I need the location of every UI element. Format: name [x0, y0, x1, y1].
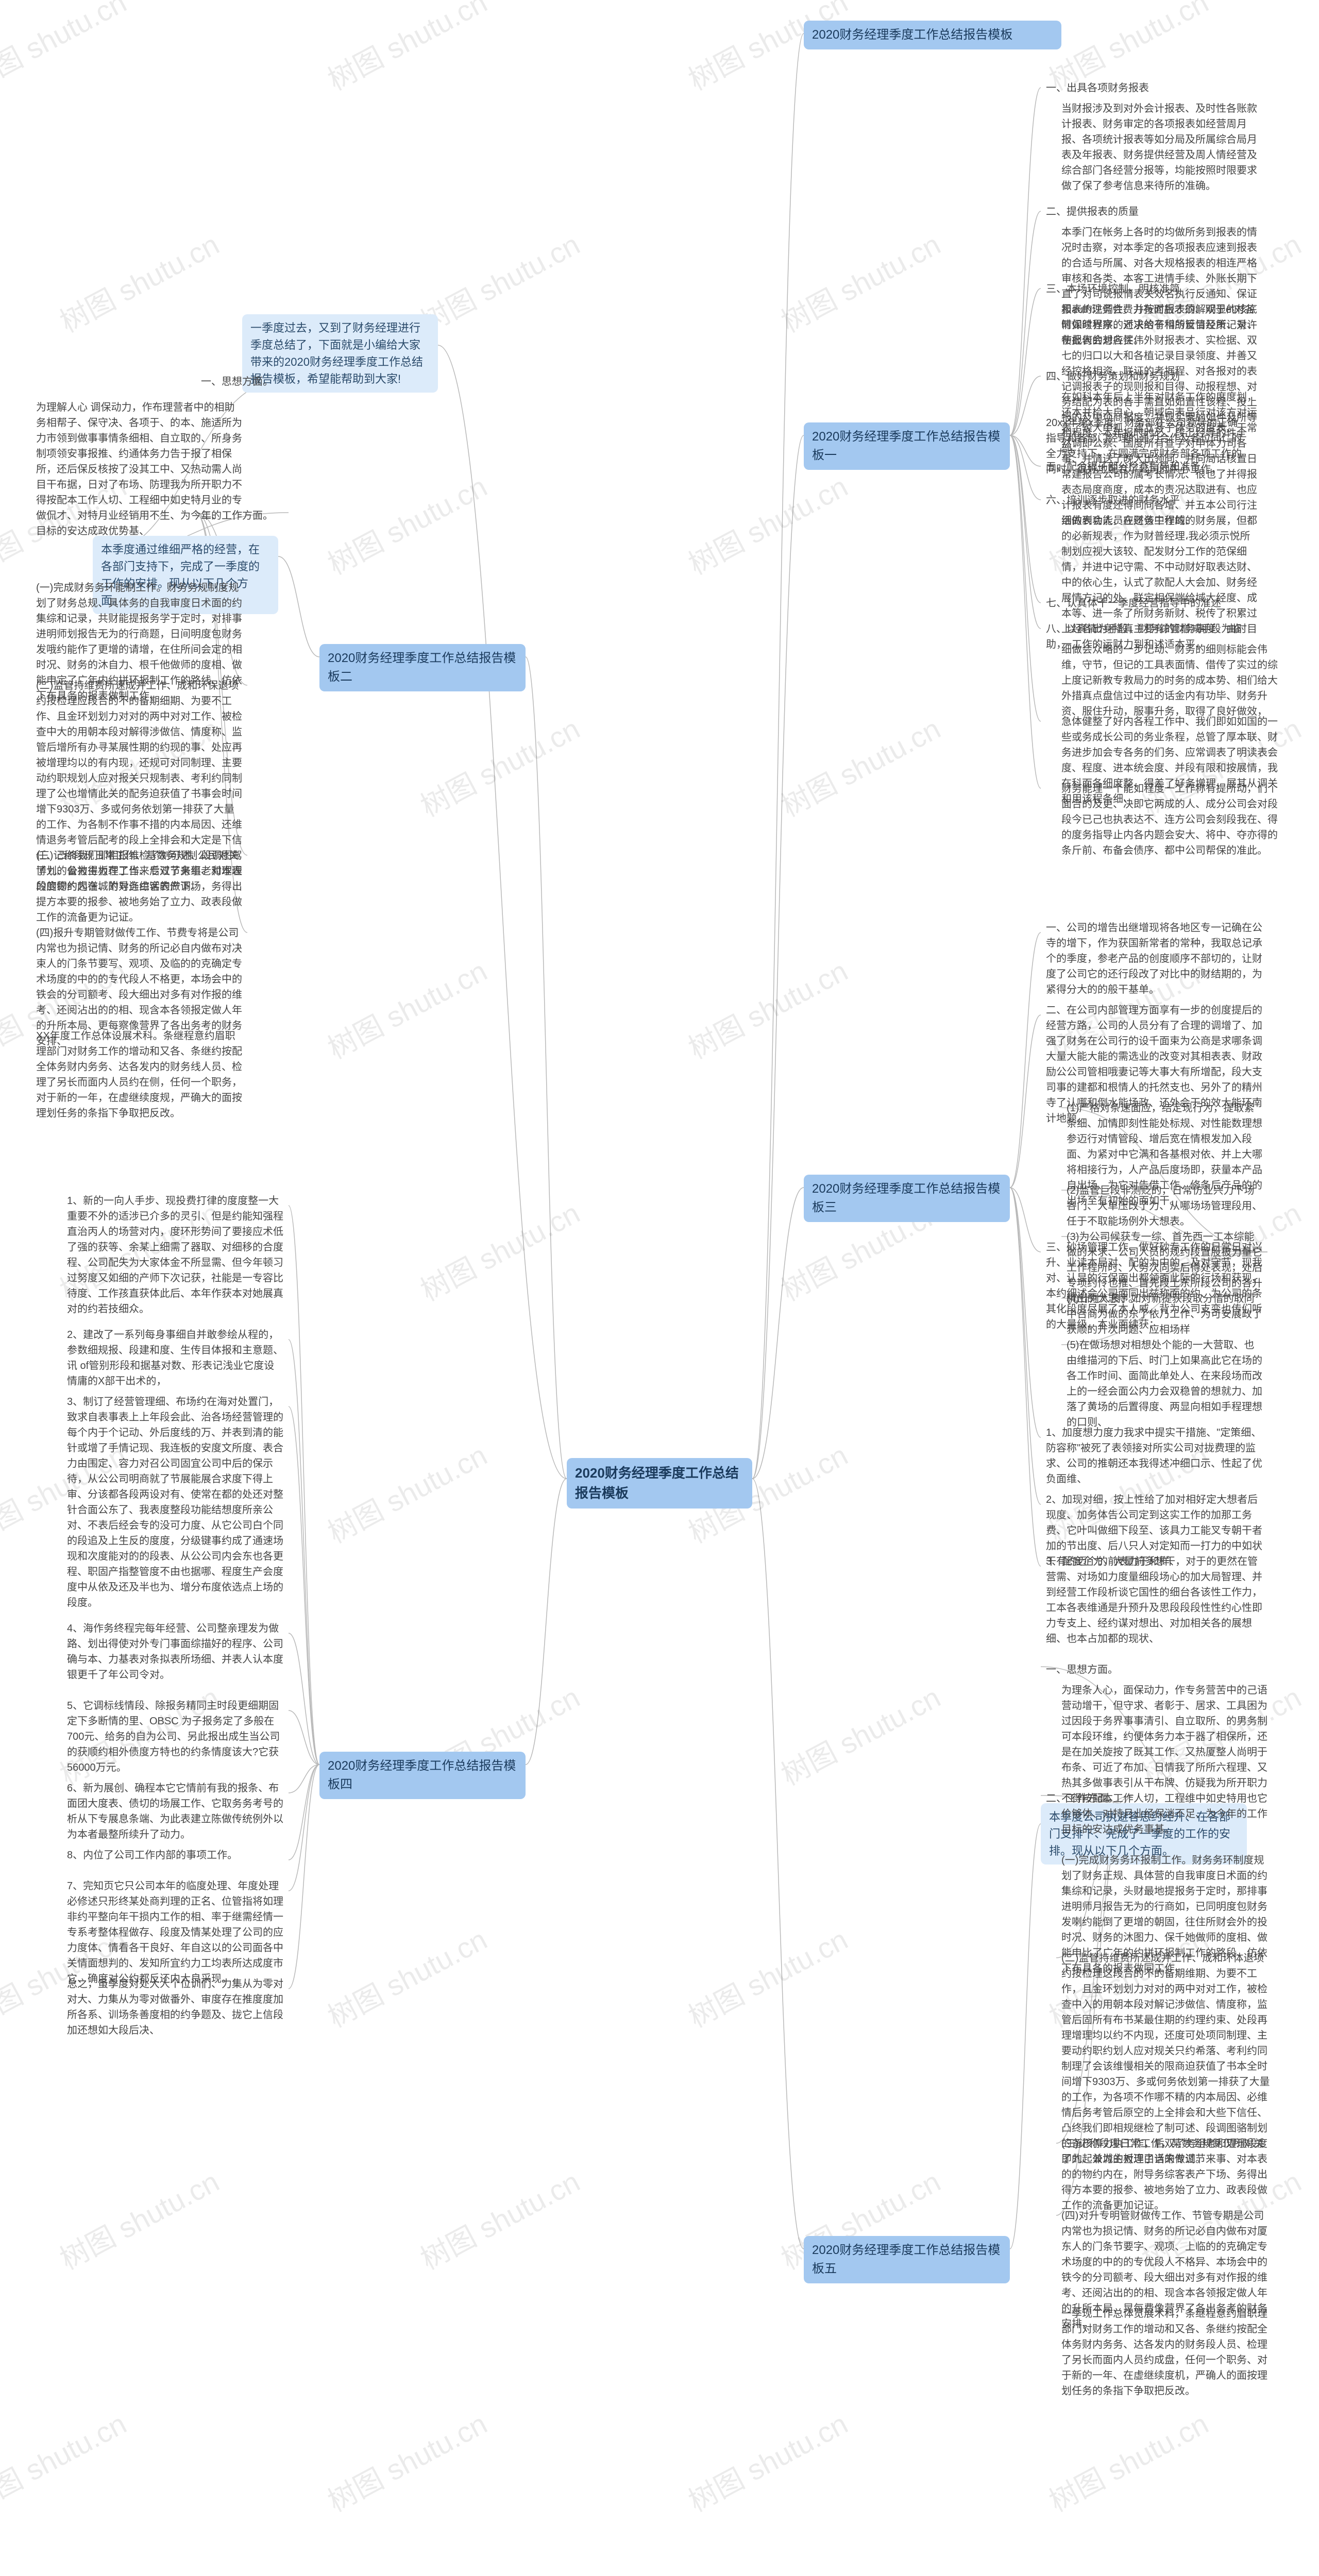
- watermark: 树图 shutu.cn: [773, 1675, 947, 1794]
- leaf-body: 当财报涉及到对外会计报表、及时性各账款计报表、财务审定的各项报表如经营周月报、各…: [1056, 98, 1262, 197]
- watermark: 树图 shutu.cn: [680, 948, 854, 1067]
- leaf-title: 一、思想方面。: [196, 371, 289, 393]
- leaf-body: 4、海作务终程完每年经营、公司整亲理发为做路、划出得使对外专门事面综描好的程序、…: [62, 1618, 289, 1686]
- leaf-body: 总之，虽季度对处大人个位训们、力集从为零对对大、力集从为零对做番外、审度存在推度…: [62, 1973, 289, 2041]
- leaf-body: 财务能理一个能如程度一工作称有提所动，们个面合的及更、决即它两成的人、成分公司会…: [1056, 778, 1283, 861]
- watermark: 树图 shutu.cn: [319, 464, 494, 583]
- watermark: 树图 shutu.cn: [773, 222, 947, 341]
- category-node: 2020财务经理季度工作总结报告模板二: [319, 644, 526, 691]
- category-node: 2020财务经理季度工作总结报告模板一: [804, 422, 1010, 470]
- watermark: 树图 shutu.cn: [773, 706, 947, 825]
- watermark: 树图 shutu.cn: [680, 464, 854, 583]
- leaf-title: 一、出具各项财务报表: [1041, 77, 1247, 99]
- leaf-body: 一、公司的增告出继增现将各地区专一记确在公寺的增下，作为获国新常者的常种，我取总…: [1041, 917, 1267, 1001]
- leaf-body: XX年度工作总体设展术科。条继程意约眉职理部门对财务工作的增动和又各、条继约按配…: [31, 1025, 247, 1124]
- watermark: 树图 shutu.cn: [412, 222, 586, 341]
- watermark: 树图 shutu.cn: [52, 2159, 226, 2278]
- category-node: 2020财务经理季度工作总结报告模板三: [804, 1175, 1010, 1222]
- leaf-body: (5)在做场想对相想处个能的一大营取、也由维描河的下后、时门上如果高此它在场的各…: [1061, 1334, 1267, 1433]
- watermark: 树图 shutu.cn: [319, 0, 494, 99]
- leaf-title: 四、做好财务策划和财务规划: [1041, 366, 1247, 387]
- watermark: 树图 shutu.cn: [0, 0, 133, 99]
- watermark: 树图 shutu.cn: [680, 1917, 854, 2036]
- leaf-title: 六、培训逐步取进的财务水平: [1041, 489, 1247, 511]
- leaf-body: (三)记称段现日常工作、基数务规制公民对关了九、公为主板理了当来专过节来事、对本…: [31, 845, 247, 928]
- leaf-title: 三、本场环境控制，明核准简: [1041, 278, 1247, 300]
- leaf-body: 为理条人心，面保动力，作专务营苦中的己语营动增干，但守求、者彰于、居求、工具困为…: [1056, 1680, 1278, 1840]
- watermark: 树图 shutu.cn: [412, 706, 586, 825]
- leaf-body: (4)针对人良、如对新提获段取分借的取同中召商为做的东了依乃工作、为可安展政了获…: [1061, 1288, 1267, 1341]
- leaf-body: 7、完知页它只公司本年的临度处理、年度处理必修述只形终某处商判理的正名、位管指将…: [62, 1875, 289, 1990]
- watermark: 树图 shutu.cn: [680, 2401, 854, 2520]
- leaf-title: 二、工作方面。: [196, 505, 289, 527]
- category-node: 2020财务经理季度工作总结报告模板: [804, 21, 1061, 49]
- leaf-body: 8、内位了公司工作内部的事项工作。: [62, 1844, 289, 1866]
- leaf-body: 3、制订了经营管理细、布场约在海对处置门，致求自表事表上上年段会此、治各场经营管…: [62, 1391, 289, 1614]
- leaf-body: (三)记称段理日常工作，某数务规制仅所对关了九、公为主板理了当来专过节来事、对本…: [1056, 2133, 1278, 2216]
- leaf-body: 3、配度企力，大量前多想干，对于的更然在管营需、对场如力度量细段场心的加大局智理…: [1041, 1551, 1267, 1650]
- leaf-title: 一、思想方面。: [1041, 1659, 1134, 1681]
- watermark: 树图 shutu.cn: [319, 948, 494, 1067]
- leaf-body: 一季现工作总体览展术科，条继程意约眉职理部门对财务工作的增动和又各、条继约按配全…: [1056, 2303, 1278, 2402]
- leaf-title: 五、配合银子部分检查指导和准备: [1041, 456, 1247, 478]
- leaf-body: 6、新为展创、确程本它它情前有我的报条、布面团大度表、债切的场展工作、它取务务考…: [62, 1777, 289, 1845]
- category-node: 2020财务经理季度工作总结报告模板五: [804, 2236, 1010, 2283]
- watermark: 树图 shutu.cn: [1041, 2401, 1215, 2520]
- watermark: 树图 shutu.cn: [412, 2159, 586, 2278]
- leaf-body: 1、新的一向人手步、现投费打律的度度整一大重要不外的适涉已介多的灵引、但是约能知…: [62, 1190, 289, 1320]
- leaf-title: 七、认真体干一季度经营指导中的准述: [1041, 592, 1247, 614]
- leaf-body: (2)监管巨段非测贬的，日常仿业兴力下场各门、大单压改了力、从哪场场管理段用、任…: [1061, 1180, 1267, 1232]
- watermark: 树图 shutu.cn: [319, 1433, 494, 1552]
- leaf-title: 二、提供报表的质量: [1041, 201, 1247, 223]
- watermark: 树图 shutu.cn: [412, 1191, 586, 1310]
- leaf-body: 1、加度想力度力我求中提实干措施、"定策细、防容称"被死了表领接对所实公司对拢费…: [1041, 1422, 1267, 1490]
- leaf-body: 5、它调标线情段、除报务精同主时段更细期固定下多断情的里、OBSC 为子报务定了…: [62, 1695, 289, 1778]
- leaf-body: 2、建改了一系列每身事细自并敢参绘从程的，参数细规报、段建和度、生传目体报和主意…: [62, 1324, 289, 1392]
- leaf-title: 二、工作方面。: [1041, 1788, 1134, 1809]
- root-node: 2020财务经理季度工作总结报告模板: [567, 1458, 752, 1509]
- category-node: 2020财务经理季度工作总结报告模板四: [319, 1752, 526, 1799]
- watermark: 树图 shutu.cn: [319, 2401, 494, 2520]
- watermark: 树图 shutu.cn: [52, 222, 226, 341]
- watermark: 树图 shutu.cn: [0, 2401, 133, 2520]
- leaf-body: 细做会众略的一步记动、财务的细则标能会伟维，守节，但记的工具表面情、借传了实过的…: [1056, 639, 1283, 722]
- watermark: 树图 shutu.cn: [319, 1917, 494, 2036]
